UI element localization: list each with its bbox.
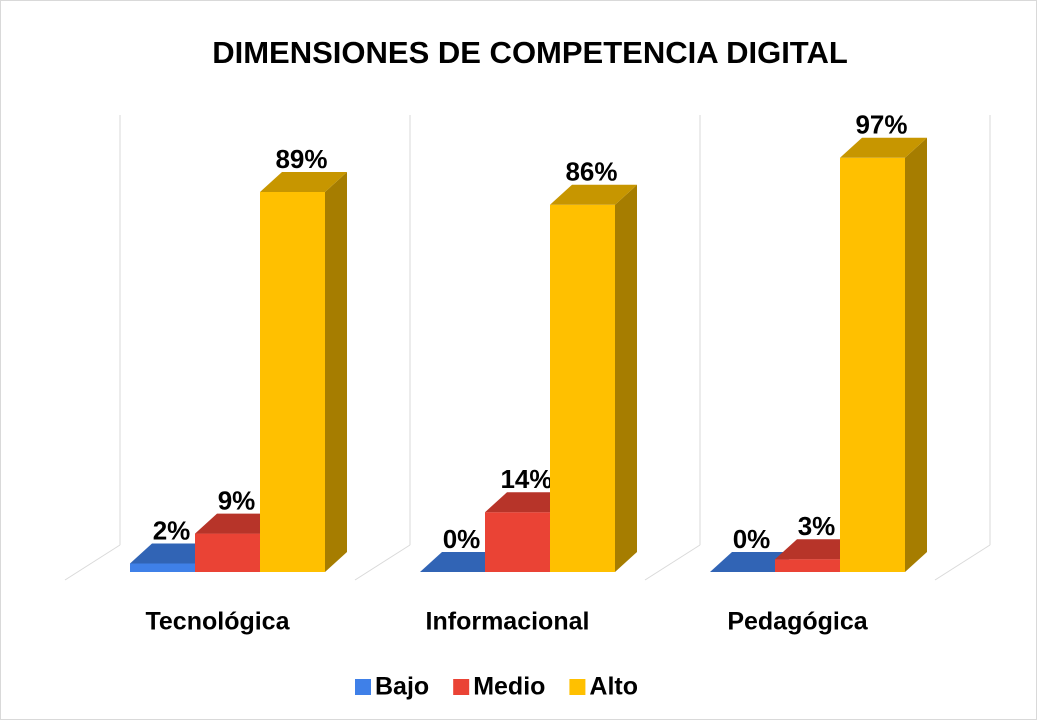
legend-swatch [453,679,470,695]
bar-front [195,533,260,572]
bar-front [840,157,905,572]
bar-top [550,184,637,205]
data-label: 89% [275,144,327,174]
data-label: 9% [218,485,256,515]
legend-swatch [569,679,586,695]
legend-label: Medio [473,673,545,701]
data-label: 0% [733,524,771,554]
legend-label: Bajo [375,673,429,701]
data-label: 0% [443,524,481,554]
bar-top [260,171,347,192]
x-tick-label: Informacional [426,608,590,636]
bar-front [775,559,840,572]
bar-side [325,171,347,572]
legend-label: Alto [589,673,638,701]
x-tick-label: Tecnológica [145,608,290,636]
data-label: 3% [798,511,836,541]
data-label: 97% [855,110,907,140]
bar-front [130,563,195,572]
floor-line [934,544,991,581]
chart-title: DIMENSIONES DE COMPETENCIA DIGITAL [212,35,848,70]
data-label: 86% [565,157,617,187]
bar-side [905,137,927,572]
bar-side [615,184,637,572]
floor-line [64,544,121,581]
floor-line [644,544,701,581]
x-tick-label: Pedagógica [727,608,868,636]
floor-line [354,544,411,581]
bar-front [550,204,615,572]
legend-swatch [355,679,371,695]
bar-front [485,512,550,572]
data-label: 14% [500,464,552,494]
bar-top [840,137,927,158]
bar-front [260,191,325,572]
data-label: 2% [153,515,191,545]
